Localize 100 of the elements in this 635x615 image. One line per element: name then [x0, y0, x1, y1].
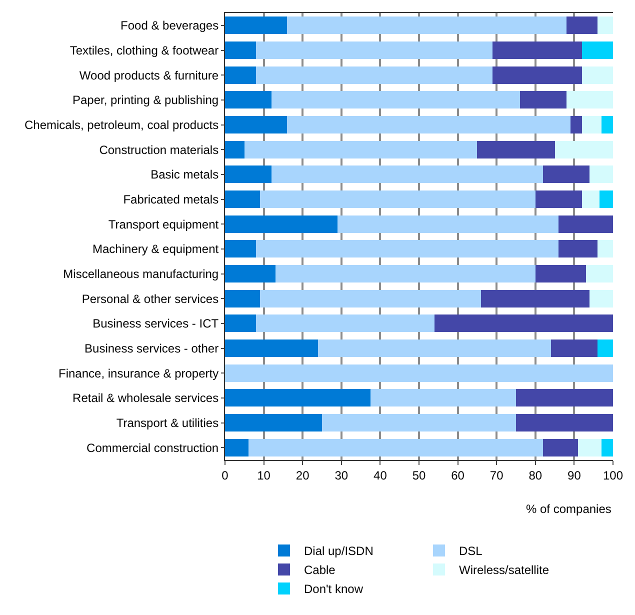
bar	[492, 42, 582, 59]
bar	[586, 265, 613, 282]
bar	[543, 166, 590, 184]
x-axis-title: % of companies	[526, 502, 612, 516]
legend-label: Wireless/satellite	[459, 563, 550, 578]
bar	[272, 91, 520, 109]
bar	[318, 340, 551, 357]
bar	[287, 116, 570, 134]
bar	[558, 215, 613, 233]
x-tick-label: 10	[257, 468, 271, 482]
bar	[550, 340, 598, 357]
x-tick-label: 70	[490, 468, 504, 482]
y-tick-label: Commercial construction	[86, 440, 219, 455]
bar	[225, 438, 248, 456]
bar	[370, 389, 516, 407]
bar	[481, 290, 590, 308]
y-tick-label: Paper, printing & publishing	[72, 93, 219, 108]
y-tick-label: Construction materials	[99, 142, 219, 157]
bar	[256, 66, 493, 84]
bar	[601, 116, 613, 134]
bar	[225, 166, 272, 184]
bar	[225, 389, 370, 407]
bar	[260, 290, 482, 308]
bar	[256, 314, 435, 332]
bar	[322, 414, 516, 432]
bar	[225, 364, 613, 382]
bar	[225, 116, 288, 134]
bar	[597, 340, 613, 357]
bar	[225, 42, 256, 59]
legend-label: Dial up/ISDN	[304, 544, 374, 558]
bar	[590, 290, 613, 308]
y-tick-label: Wood products & furniture	[79, 68, 219, 82]
bar	[225, 314, 256, 332]
bar	[225, 215, 338, 233]
y-tick-label: Fabricated metals	[123, 192, 219, 206]
bar	[260, 190, 536, 208]
bar	[248, 438, 544, 456]
x-tick-label: 20	[296, 468, 310, 482]
x-tick-label: 0	[222, 468, 229, 482]
y-tick-label: Basic metals	[150, 168, 219, 182]
bar	[225, 265, 276, 282]
bar	[582, 116, 602, 134]
legend-label: DSL	[459, 544, 483, 558]
bar	[566, 16, 598, 34]
bar	[601, 438, 613, 456]
y-tick-label: Finance, insurance & property	[58, 366, 219, 380]
y-tick-label: Textiles, clothing & footwear	[70, 43, 219, 58]
bar	[256, 42, 493, 59]
bar	[582, 42, 613, 59]
bar	[225, 414, 322, 432]
y-tick-label: Machinery & equipment	[92, 242, 220, 256]
bar	[244, 140, 478, 158]
legend-label: Don't know	[304, 582, 364, 596]
bar	[554, 140, 613, 158]
y-tick-label: Food & beverages	[120, 18, 219, 33]
bar	[590, 166, 613, 184]
y-tick-label: Transport & utilities	[116, 416, 219, 430]
x-tick-label: 80	[528, 468, 542, 482]
y-tick-label: Miscellaneous manufacturing	[63, 266, 219, 281]
bar	[578, 438, 602, 456]
y-tick-label: Chemicals, petroleum, coal products	[24, 118, 219, 132]
bar	[225, 16, 288, 34]
bar	[287, 16, 566, 34]
bar	[256, 240, 559, 258]
x-tick-label: 100	[602, 468, 624, 482]
bar	[535, 190, 582, 208]
x-tick-label: 30	[334, 468, 348, 482]
bar	[597, 16, 613, 34]
bar	[558, 240, 598, 258]
bar	[225, 140, 244, 158]
bar	[225, 190, 260, 208]
bar	[535, 265, 586, 282]
bar	[570, 116, 582, 134]
legend-label: Cable	[304, 563, 336, 578]
bar	[225, 91, 272, 109]
x-tick-label: 40	[374, 468, 388, 482]
bar	[225, 240, 256, 258]
bar	[225, 340, 318, 357]
x-tick-label: 90	[568, 468, 582, 482]
x-tick-label: 60	[451, 468, 465, 482]
bar	[434, 314, 613, 332]
bar	[597, 240, 613, 258]
bar	[516, 414, 613, 432]
y-tick-label: Business services - ICT	[92, 316, 220, 331]
y-tick-label: Transport equipment	[108, 217, 220, 232]
y-tick-label: Personal & other services	[82, 292, 219, 306]
bar	[582, 66, 613, 84]
bar	[599, 190, 613, 208]
bar	[272, 166, 544, 184]
bar	[543, 438, 578, 456]
bar	[492, 66, 582, 84]
bar	[225, 290, 260, 308]
bar	[582, 190, 600, 208]
bar	[516, 389, 613, 407]
bar	[520, 91, 566, 109]
x-tick-label: 50	[412, 468, 426, 482]
bar	[225, 66, 256, 84]
bar	[275, 265, 536, 282]
bar	[338, 215, 559, 233]
bar	[477, 140, 555, 158]
